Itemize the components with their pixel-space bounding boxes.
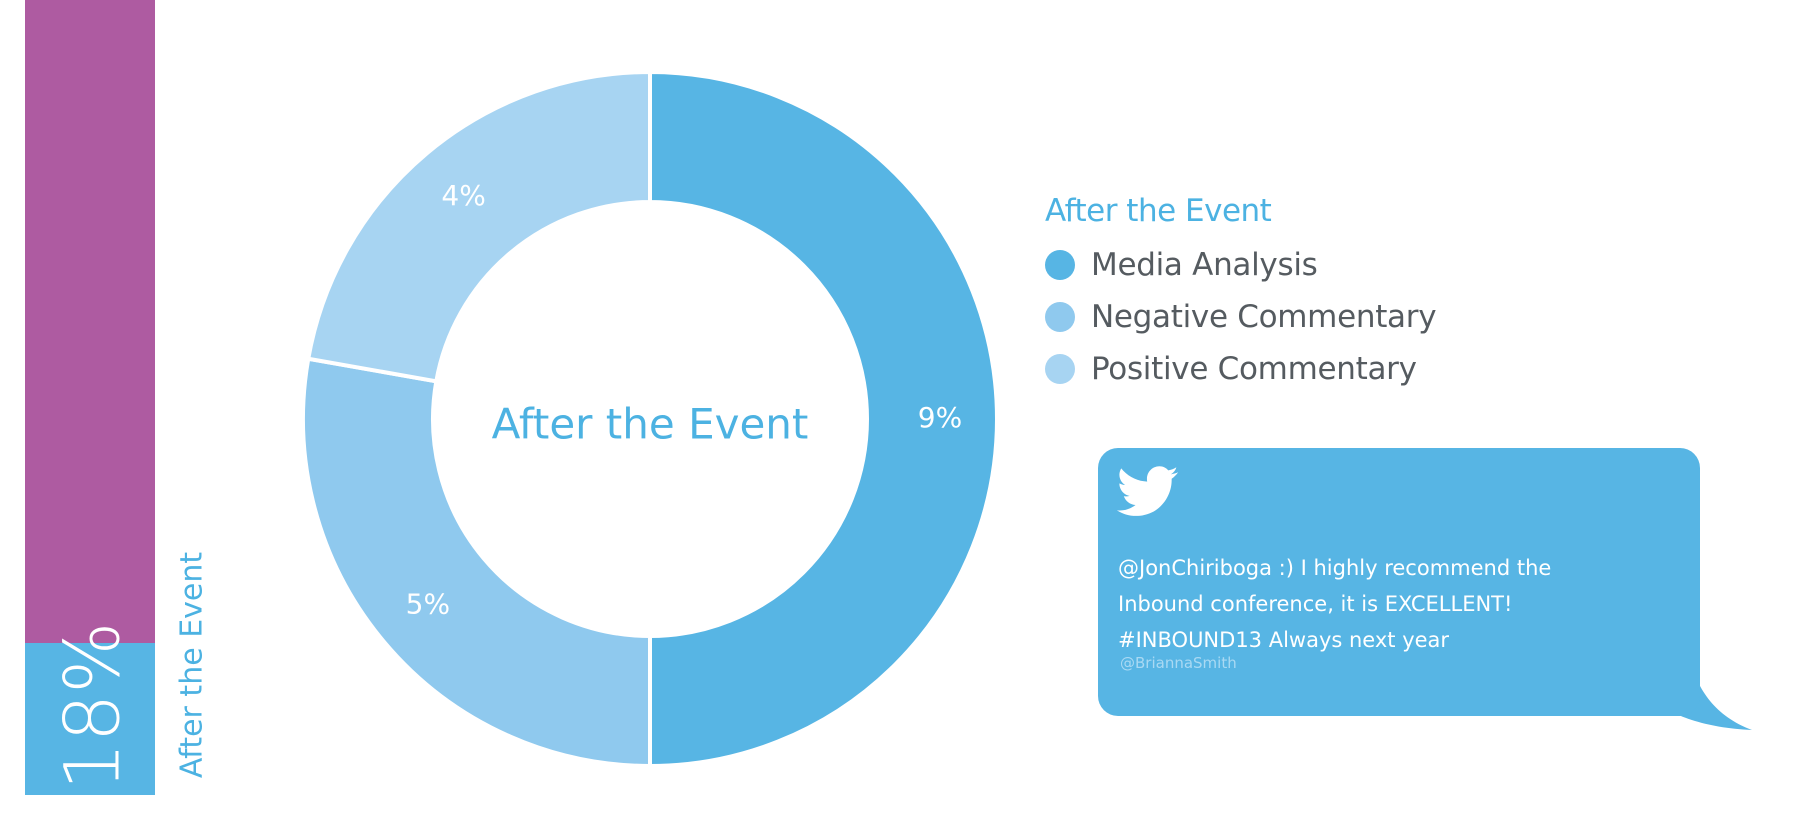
legend-title: After the Event: [1045, 193, 1272, 229]
legend-item-positive-commentary: Positive Commentary: [1045, 343, 1436, 395]
legend-item-negative-commentary: Negative Commentary: [1045, 291, 1437, 343]
legend-swatch-positive-commentary: [1045, 354, 1075, 384]
donut-slice-media-analysis: [648, 69, 999, 769]
legend-label: Media Analysis: [1091, 247, 1318, 283]
donut-slice-negative-commentary: [301, 356, 652, 769]
donut-slice-positive-commentary: [305, 69, 652, 384]
donut-center-label: After the Event: [492, 400, 809, 449]
legend-swatch-negative-commentary: [1045, 302, 1075, 332]
bar-segment-other: [25, 0, 155, 644]
legend-label: Positive Commentary: [1091, 351, 1417, 387]
chart-legend: After the Event Media Analysis Negative …: [1045, 193, 1437, 395]
donut-chart: 9% 5% 4% After the Event: [301, 69, 999, 769]
twitter-bird-icon: [1116, 466, 1179, 516]
tweet-line: @JonChiriboga :) I highly recommend the: [1118, 556, 1552, 580]
tweet-line: Inbound conference, it is EXCELLENT!: [1118, 592, 1513, 616]
donut-slice-label: 4%: [441, 179, 485, 212]
tweet-handle: @BriannaSmith: [1120, 654, 1237, 672]
donut-slice-label: 5%: [406, 587, 450, 620]
tweet-text: @JonChiriboga :) I highly recommend the …: [1118, 550, 1638, 658]
legend-swatch-media-analysis: [1045, 250, 1075, 280]
stacked-bar: [25, 0, 155, 795]
bar-segment-after-event: [25, 643, 155, 795]
legend-label: Negative Commentary: [1091, 299, 1437, 335]
tweet-line: #INBOUND13 Always next year: [1118, 628, 1450, 652]
tweet-card: @JonChiriboga :) I highly recommend the …: [1098, 448, 1700, 716]
legend-item-media-analysis: Media Analysis: [1045, 239, 1436, 291]
donut-slice-label: 9%: [918, 401, 962, 434]
